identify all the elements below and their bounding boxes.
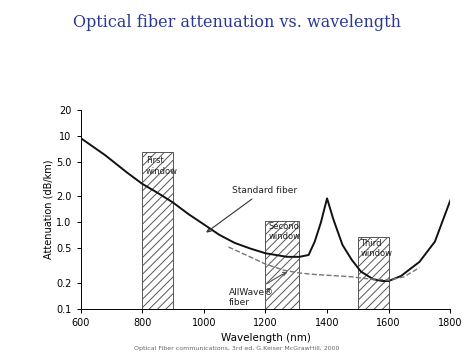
Text: AllWave®
fiber: AllWave® fiber — [228, 272, 286, 307]
Text: Optical Fiber communications, 3rd ed, G.Keiser McGrawHill, 2000: Optical Fiber communications, 3rd ed, G.… — [134, 346, 340, 351]
X-axis label: Wavelength (nm): Wavelength (nm) — [220, 333, 310, 343]
Text: Second
window: Second window — [269, 222, 301, 241]
Text: Standard fiber: Standard fiber — [207, 186, 297, 232]
Text: Third
window: Third window — [360, 239, 392, 258]
Text: Optical fiber attenuation vs. wavelength: Optical fiber attenuation vs. wavelength — [73, 14, 401, 31]
Y-axis label: Attenuation (dB/km): Attenuation (dB/km) — [44, 160, 54, 259]
Bar — [142, 152, 173, 309]
Bar — [358, 237, 389, 309]
Text: First
window: First window — [146, 157, 178, 176]
Bar — [265, 220, 300, 309]
